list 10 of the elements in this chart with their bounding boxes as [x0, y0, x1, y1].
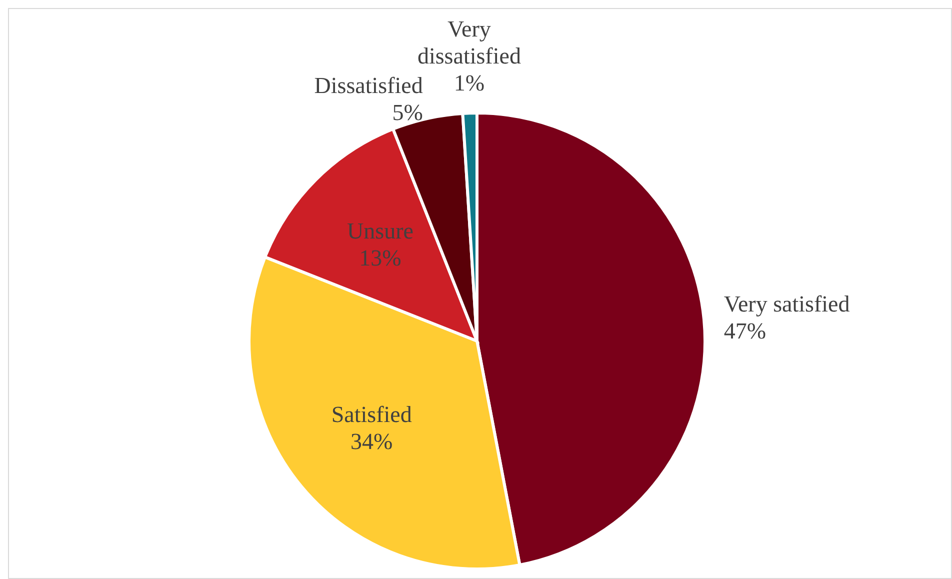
slice-label: Unsure — [347, 218, 414, 244]
slice-label: Very dissatisfied — [417, 16, 522, 69]
slice-label: Satisfied — [331, 402, 412, 428]
slice-label: Dissatisfied — [314, 72, 424, 98]
data-label: 1% — [454, 70, 485, 96]
data-label: 13% — [359, 245, 402, 270]
data-label: 47% — [724, 318, 766, 344]
slice-label: Very satisfied — [724, 292, 850, 317]
data-label: 5% — [392, 100, 423, 125]
data-label: 34% — [350, 429, 393, 454]
